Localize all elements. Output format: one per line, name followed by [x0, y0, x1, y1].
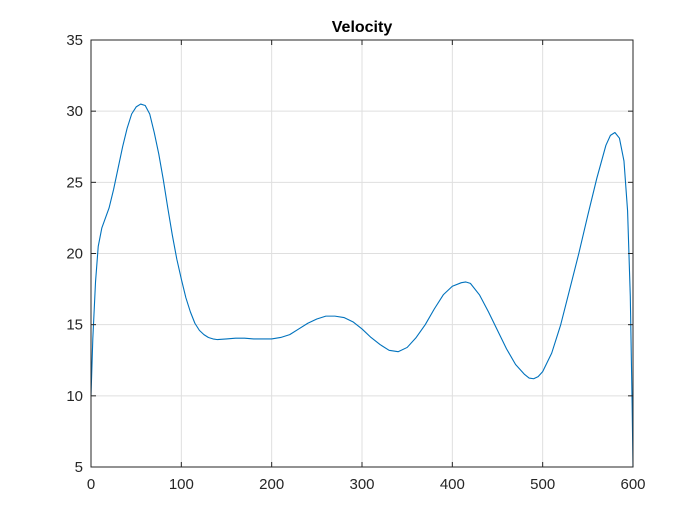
y-tick-label: 10 — [66, 388, 83, 405]
x-tick-label: 200 — [259, 476, 284, 493]
tick-layer: 0 100 200 300 400 500 600 5 10 15 20 25 30 35 — [66, 32, 645, 493]
x-tick-label: 0 — [87, 476, 95, 493]
y-tick-label: 25 — [66, 174, 83, 191]
x-tick-label: 400 — [440, 476, 465, 493]
y-tick-label: 35 — [66, 32, 83, 49]
chart-title: Velocity — [332, 19, 393, 36]
x-tick-label: 300 — [349, 476, 374, 493]
velocity-series-line — [90, 103, 634, 468]
grid-layer — [91, 40, 633, 467]
series-layer — [90, 103, 634, 468]
y-tick-label: 30 — [66, 103, 83, 120]
x-tick-label: 100 — [169, 476, 194, 493]
y-tick-label: 15 — [66, 317, 83, 334]
x-tick-label: 500 — [530, 476, 555, 493]
y-tick-label: 20 — [66, 246, 83, 263]
x-tick-label: 600 — [620, 476, 645, 493]
y-tick-label: 5 — [75, 459, 83, 476]
